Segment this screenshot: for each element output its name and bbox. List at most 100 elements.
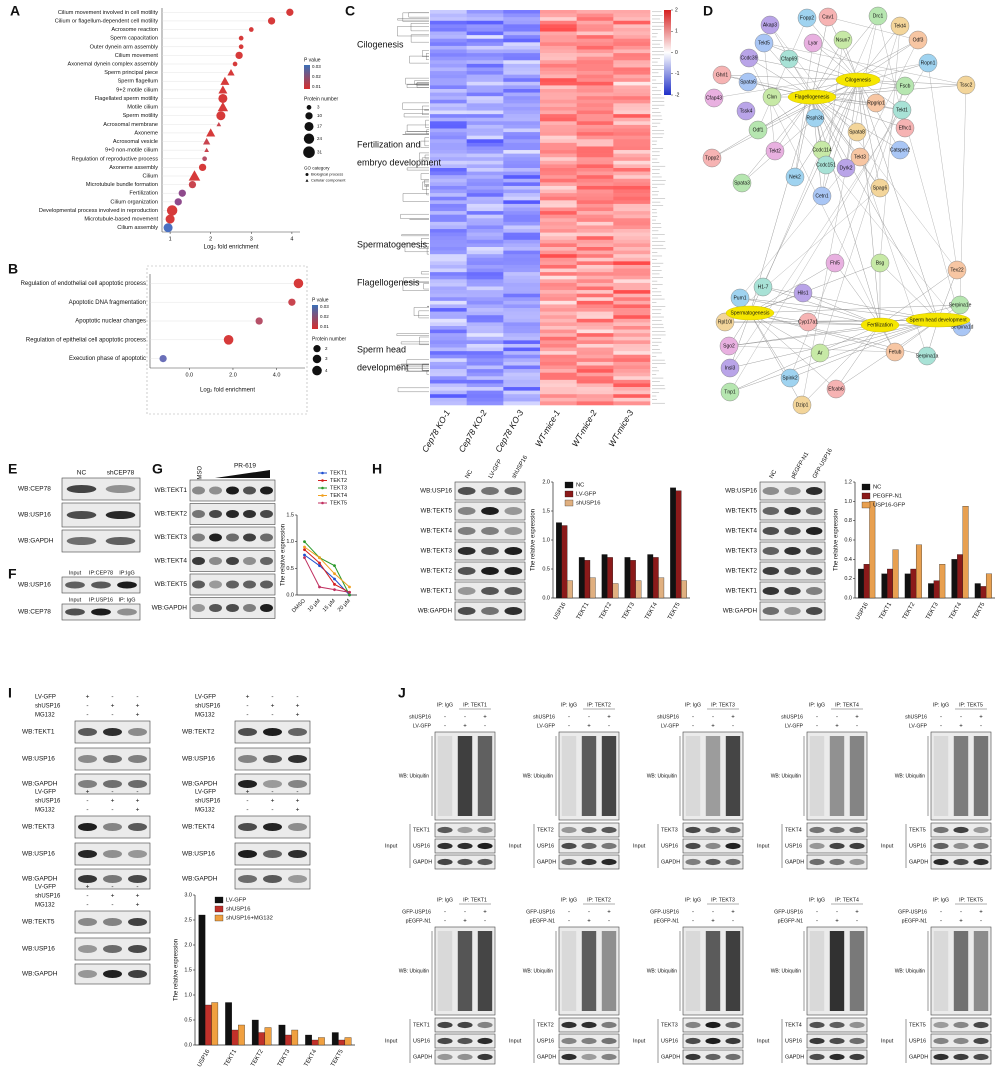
network-node bbox=[890, 16, 910, 36]
heatmap-cell bbox=[466, 103, 504, 108]
row-label: GAPDH bbox=[909, 859, 928, 865]
band bbox=[849, 826, 865, 834]
heatmap-cell bbox=[503, 96, 541, 101]
heatmap-cell bbox=[613, 182, 651, 187]
smear bbox=[973, 736, 989, 816]
band bbox=[91, 608, 111, 616]
row-label: TEKT5 bbox=[909, 827, 926, 833]
condition-sign: - bbox=[940, 715, 942, 721]
band bbox=[805, 527, 823, 535]
node-label: Sgo2 bbox=[723, 343, 735, 349]
heatmap-cell bbox=[540, 171, 577, 176]
row-label: WB: Ubiquitin bbox=[895, 773, 926, 779]
panel-letter: D bbox=[703, 3, 713, 19]
heatmap-cell bbox=[466, 168, 504, 172]
band bbox=[192, 557, 205, 565]
band bbox=[685, 1037, 701, 1045]
heatmap-cell bbox=[430, 175, 467, 180]
row-label: TEKT1 bbox=[413, 1022, 430, 1028]
heatmap-cell bbox=[466, 250, 504, 255]
row-label: WB:GAPDH bbox=[152, 605, 188, 612]
band bbox=[226, 580, 239, 589]
heatmap-cell bbox=[503, 74, 541, 79]
band bbox=[209, 580, 222, 589]
bar bbox=[238, 1024, 245, 1046]
heatmap-cell bbox=[576, 397, 614, 402]
heatmap-cell bbox=[503, 315, 541, 320]
row-label: WB:USP16 bbox=[182, 756, 215, 763]
heatmap-cell bbox=[576, 365, 614, 370]
bar bbox=[658, 577, 665, 599]
band bbox=[477, 842, 493, 850]
heatmap-cell bbox=[466, 60, 504, 65]
heatmap-cell bbox=[540, 340, 577, 345]
bar bbox=[225, 1002, 232, 1046]
band bbox=[209, 510, 222, 518]
color-tick-label: 0.02 bbox=[320, 314, 329, 319]
size-key bbox=[306, 105, 312, 110]
band bbox=[784, 547, 801, 555]
band bbox=[849, 1053, 865, 1061]
band bbox=[117, 581, 137, 589]
heatmap-cell bbox=[576, 340, 614, 345]
heatmap-cell bbox=[466, 247, 504, 251]
node-label: Tssk4 bbox=[740, 108, 753, 114]
heatmap-cell bbox=[503, 160, 541, 165]
y-tick-label: 2.5 bbox=[184, 917, 192, 923]
point bbox=[166, 205, 178, 216]
size-key bbox=[303, 146, 315, 158]
heatmap-cell bbox=[503, 89, 541, 93]
heatmap-cell bbox=[613, 290, 651, 294]
band bbox=[103, 755, 122, 763]
band bbox=[953, 858, 969, 866]
dendrogram bbox=[421, 271, 429, 275]
condition-sign: - bbox=[940, 724, 942, 730]
condition-sign: - bbox=[816, 715, 818, 721]
colorbar-tick-label: -1 bbox=[675, 71, 680, 77]
dendrogram bbox=[418, 246, 429, 249]
bar bbox=[612, 583, 619, 599]
heatmap-cell bbox=[430, 315, 467, 320]
category-label: Cilium assembly bbox=[117, 225, 158, 231]
input-label: Input bbox=[757, 843, 770, 849]
node-label: Ccdc151 bbox=[816, 162, 836, 168]
group-label: Flagellogenesis bbox=[357, 277, 420, 287]
band bbox=[581, 826, 597, 834]
row-label: WB:TEKT2 bbox=[726, 568, 758, 575]
edge bbox=[729, 62, 929, 393]
heatmap-cell bbox=[540, 358, 577, 363]
heatmap-cell bbox=[613, 308, 651, 312]
condition-sign: + bbox=[483, 910, 487, 916]
heatmap-cell bbox=[540, 282, 577, 287]
heatmap-cell bbox=[466, 257, 504, 262]
heatmap-cell bbox=[576, 142, 614, 147]
row-label: WB:USP16 bbox=[22, 756, 55, 763]
heatmap-cell bbox=[503, 45, 541, 50]
y-tick-label: 1.5 bbox=[542, 508, 550, 514]
heatmap-cell bbox=[466, 290, 504, 294]
heatmap-cell bbox=[540, 214, 577, 219]
color-bar bbox=[304, 65, 310, 89]
heatmap-cell bbox=[503, 157, 541, 162]
row-label: WB:USP16 bbox=[182, 851, 215, 858]
heatmap-cell bbox=[466, 387, 504, 391]
heatmap-cell bbox=[613, 106, 651, 111]
band bbox=[457, 842, 473, 850]
band bbox=[260, 557, 273, 565]
heatmap-cell bbox=[576, 81, 614, 86]
node-label: Tekt3 bbox=[854, 154, 866, 160]
heatmap-cell bbox=[613, 49, 651, 54]
point bbox=[318, 585, 321, 589]
row-label: TEKT4 bbox=[785, 827, 802, 833]
heatmap-cell bbox=[576, 207, 614, 212]
input-label: Input bbox=[633, 1038, 646, 1044]
heatmap-cell bbox=[503, 85, 541, 90]
band bbox=[561, 826, 577, 834]
band bbox=[243, 604, 256, 612]
heatmap-cell bbox=[466, 92, 504, 97]
heatmap-cell bbox=[466, 45, 504, 50]
heatmap-cell bbox=[503, 42, 541, 47]
heatmap-cell bbox=[613, 340, 651, 345]
hub-label: Fertilization bbox=[867, 322, 893, 328]
condition-label: GFP-USP16 bbox=[526, 909, 555, 915]
